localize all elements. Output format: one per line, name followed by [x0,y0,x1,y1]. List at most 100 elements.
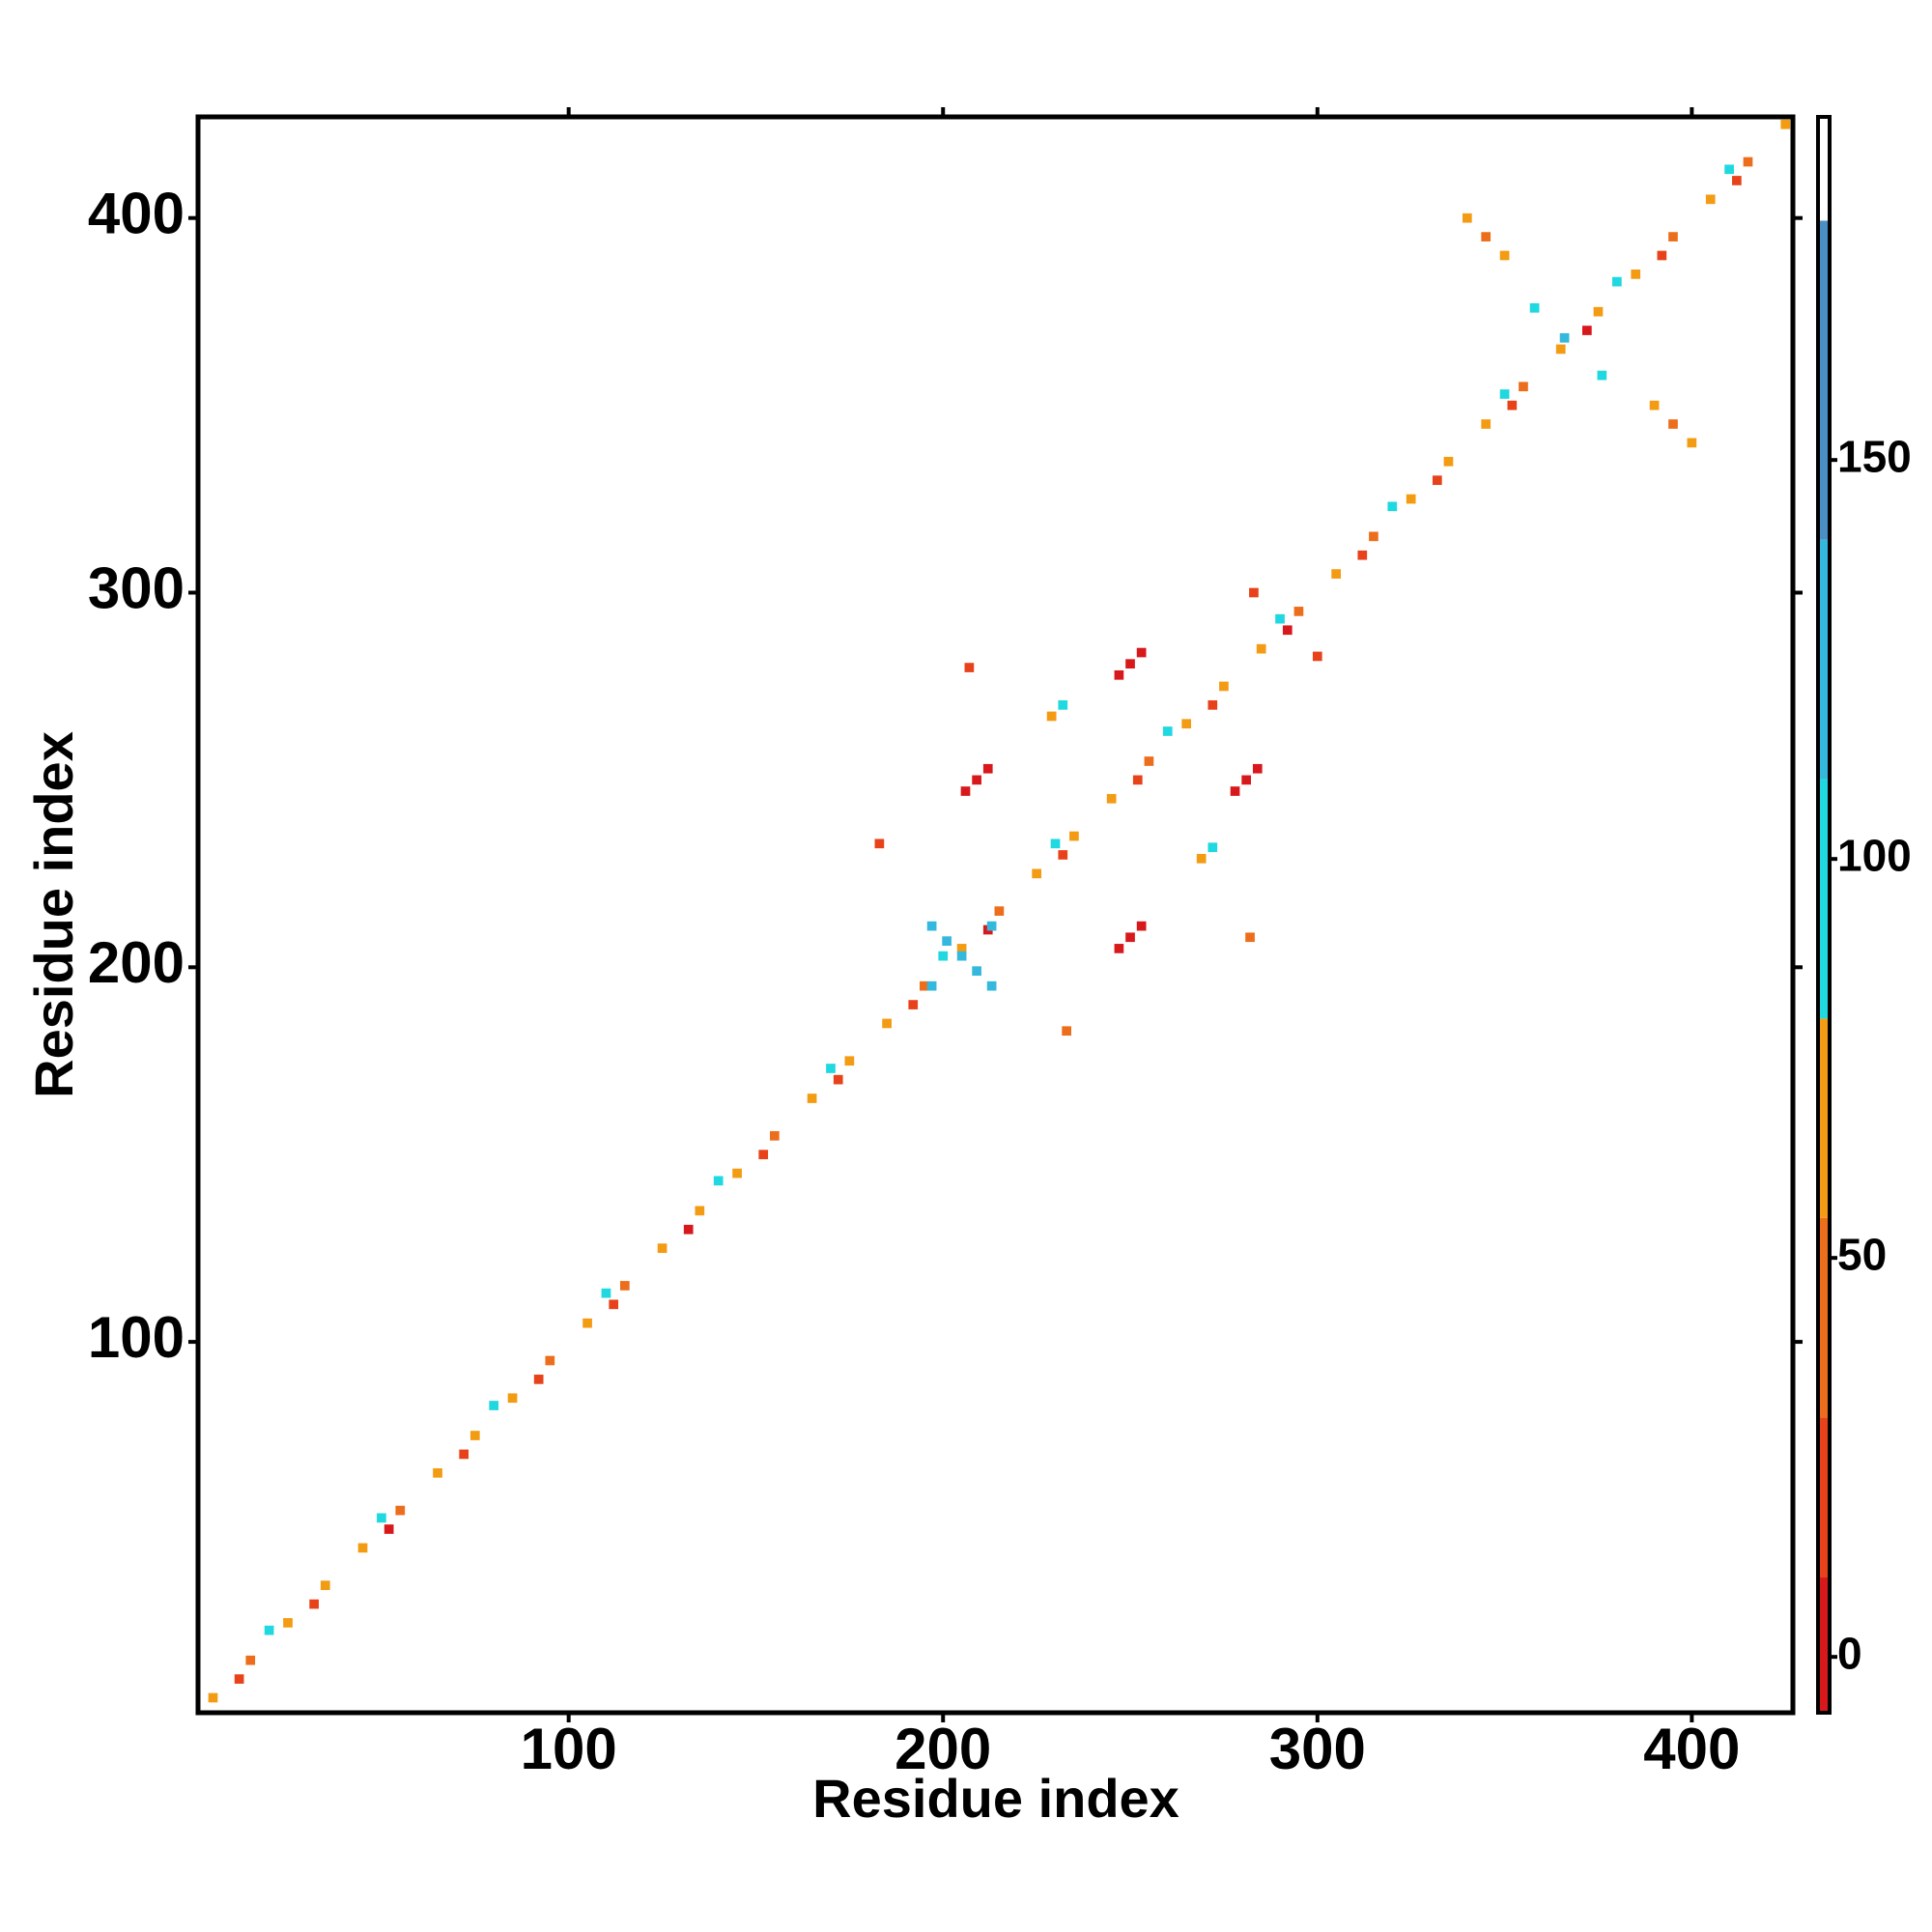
heatmap-cell [601,1288,611,1298]
x-tick-label: 300 [1269,1717,1366,1781]
heatmap-cell [1507,400,1518,411]
heatmap-cell [1443,456,1454,467]
heatmap-cell [926,980,937,991]
heatmap-cell [1387,501,1398,512]
heatmap-cell [833,1074,843,1085]
heatmap-cell [769,1130,780,1141]
heatmap-cell [1780,119,1791,129]
y-tick-label: 200 [88,930,185,995]
heatmap-cell [1256,643,1266,654]
heatmap-cell [960,786,971,796]
heatmap-cell [938,951,949,961]
heatmap-cell [395,1505,406,1516]
heatmap-cell [377,1513,386,1523]
heatmap-cell [1732,176,1742,185]
x-tick-label: 400 [1643,1717,1740,1781]
y-tick-label: 400 [88,182,185,246]
colorbar-frame [1816,115,1832,1715]
heatmap-cell [533,1375,544,1384]
heatmap-cell [1406,494,1416,504]
heatmap-cell [582,1318,592,1328]
x-axis-title: Residue index [812,1768,1179,1829]
heatmap-cell [1132,775,1143,785]
colorbar-tick-label: 100 [1837,830,1912,880]
heatmap-cell [1125,932,1135,943]
heatmap-cell [956,944,967,953]
heatmap-cell [1144,756,1154,766]
heatmap-cell [1230,786,1240,796]
y-tick-label: 100 [88,1305,185,1370]
heatmap-cell [1581,326,1592,335]
heatmap-cell [1058,699,1068,710]
heatmap-cell [874,838,885,849]
heatmap-cell [1631,270,1641,279]
heatmap-cell [1519,382,1528,392]
y-tick-label: 300 [88,555,185,620]
heatmap-cell [920,980,929,991]
heatmap-cell [1668,232,1678,242]
heatmap-cell [1369,531,1378,542]
heatmap-cell [1114,669,1124,680]
heatmap-cell [1245,932,1255,943]
y-axis-title: Residue index [23,731,84,1098]
heatmap-cell [245,1655,256,1665]
heatmap-cell [758,1150,769,1160]
heatmap-cell [1046,711,1057,722]
heatmap-cell [1125,659,1135,669]
heatmap-cell [1499,250,1510,261]
heatmap-cell [1136,647,1147,658]
colorbar-band [1818,1217,1830,1418]
heatmap-cell [982,763,993,774]
heatmap-cell [1136,921,1147,931]
heatmap-cell [609,1299,619,1310]
heatmap-cell [713,1176,724,1186]
heatmap-cell [433,1467,442,1478]
heatmap-cell [1593,306,1604,317]
heatmap-cell [1668,419,1678,429]
colorbar-band [1818,779,1830,1019]
heatmap-cell [1252,763,1263,774]
heatmap-cell [1499,389,1510,399]
colorbar-band [1818,1417,1830,1577]
heatmap-cell [208,1692,218,1703]
heatmap-cell [1743,156,1753,167]
colorbar-band [1818,220,1830,540]
heatmap-cell [926,921,937,931]
heatmap-cell [1050,838,1061,849]
colorbar-band [1818,1577,1830,1713]
heatmap-cell [264,1625,274,1635]
heatmap-cell [1432,475,1442,486]
heatmap-cell [1312,651,1322,662]
heatmap-cell [1241,775,1252,785]
heatmap-cell [1481,232,1492,242]
heatmap-cell [994,906,1005,916]
heatmap-cell [964,663,975,672]
heatmap-cell [309,1599,319,1609]
colorbar-band [1818,539,1830,780]
heatmap-cell [1249,587,1259,598]
heatmap-cell [1032,868,1041,879]
heatmap-cell [732,1168,742,1179]
heatmap-cell [986,980,997,991]
heatmap-cell [1282,625,1293,636]
heatmap-cell [1069,831,1079,841]
heatmap-cell [459,1449,469,1460]
heatmap-cell [469,1431,480,1440]
heatmap-cell [1657,250,1667,261]
heatmap-cell [1555,344,1566,355]
colorbar-band [1818,117,1830,221]
colorbar-tick-label: 0 [1837,1628,1862,1678]
colorbar-band [1818,1018,1830,1218]
heatmap-cell [1724,164,1734,175]
heatmap-cell [1058,850,1068,860]
heatmap-cell [826,1064,836,1073]
heatmap-cell [234,1674,244,1684]
heatmap-cell [972,966,981,977]
heatmap-cell [657,1243,668,1253]
heatmap-cell [956,951,967,961]
heatmap-cell [320,1580,330,1590]
heatmap-cell [683,1224,694,1235]
colorbar-tick-label: 50 [1837,1229,1887,1279]
heatmap-cell [1612,276,1622,287]
